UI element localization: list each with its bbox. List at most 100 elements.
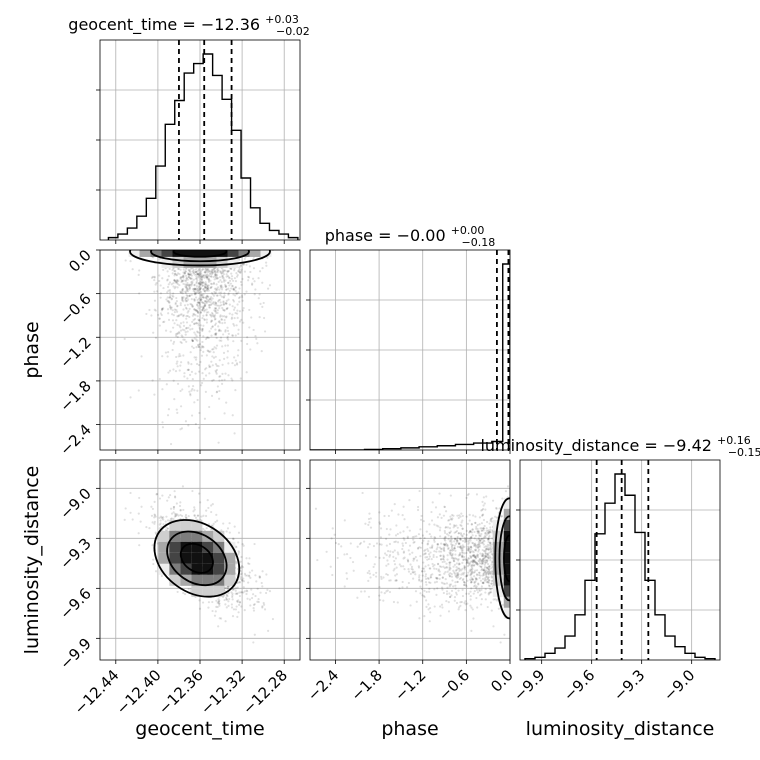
scatter-point (202, 324, 205, 327)
scatter-point (187, 284, 191, 287)
scatter-point (185, 327, 188, 330)
scatter-point (196, 298, 199, 302)
scatter-point (367, 523, 370, 526)
scatter-point (475, 596, 478, 600)
scatter-point (227, 269, 230, 273)
scatter-point (184, 280, 187, 283)
scatter-point (443, 566, 446, 570)
scatter-point (449, 549, 452, 552)
scatter-point (256, 342, 259, 345)
scatter-point (477, 548, 481, 551)
scatter-point (184, 330, 187, 334)
scatter-point (199, 360, 202, 364)
scatter-point (418, 546, 421, 549)
scatter-point (429, 546, 432, 549)
scatter-point (391, 551, 395, 554)
scatter-point (154, 515, 157, 518)
scatter-point (152, 562, 155, 566)
scatter-point (201, 340, 204, 344)
contour-3 (172, 250, 228, 258)
scatter-point (193, 273, 196, 276)
scatter-point (424, 575, 427, 578)
scatter-point (471, 554, 474, 558)
scatter-point (234, 589, 237, 592)
scatter-point (258, 576, 262, 579)
scatter-point (215, 291, 218, 294)
scatter-point (463, 568, 466, 571)
scatter-point (385, 590, 388, 593)
scatter-point (225, 401, 228, 404)
scatter-point (224, 344, 227, 347)
scatter-point (210, 285, 213, 288)
scatter-point (463, 540, 467, 544)
scatter-point (444, 526, 447, 529)
scatter-point (459, 546, 463, 549)
scatter-point (216, 601, 219, 604)
scatter-point (171, 268, 174, 272)
scatter-point (181, 297, 184, 300)
scatter-point (477, 559, 480, 562)
scatter-point (482, 496, 485, 499)
scatter-point (253, 542, 256, 546)
scatter-point (227, 281, 230, 284)
scatter-point (450, 589, 454, 592)
scatter-point (213, 316, 216, 319)
scatter-point (333, 533, 336, 536)
scatter-point (481, 558, 484, 561)
scatter-point (200, 345, 204, 348)
scatter-point (255, 580, 258, 583)
scatter-point (182, 282, 185, 285)
scatter-point (168, 304, 172, 307)
scatter-point (465, 533, 468, 536)
scatter-point (189, 302, 192, 306)
scatter-point (179, 501, 182, 504)
scatter-point (474, 557, 477, 560)
scatter-point (230, 272, 233, 275)
scatter-point (228, 597, 231, 601)
scatter-point (460, 573, 463, 576)
scatter-point (179, 326, 182, 329)
scatter-point (191, 377, 194, 381)
scatter-point (211, 271, 215, 274)
scatter-point (211, 270, 214, 273)
scatter-point (489, 601, 493, 604)
scatter-point (482, 537, 485, 540)
panel-geocent_time-luminosity_distance (96, 459, 301, 664)
scatter-point (197, 276, 200, 279)
scatter-point (481, 540, 484, 544)
scatter-point (218, 276, 222, 279)
scatter-point (179, 508, 182, 512)
scatter-point (188, 269, 191, 272)
scatter-point (454, 575, 458, 579)
scatter-point (458, 569, 461, 573)
scatter-point (184, 291, 188, 294)
scatter-point (201, 284, 205, 287)
scatter-point (423, 615, 426, 618)
scatter-point (465, 592, 468, 595)
scatter-point (378, 521, 381, 524)
scatter-point (238, 300, 241, 303)
scatter-point (459, 546, 462, 549)
scatter-point (206, 284, 209, 288)
scatter-point (449, 572, 452, 575)
scatter-point (474, 521, 477, 525)
scatter-point (235, 592, 239, 595)
scatter-point (206, 295, 209, 298)
scatter-point (153, 299, 157, 302)
scatter-point (204, 286, 208, 289)
scatter-point (213, 323, 217, 327)
scatter-point (150, 276, 154, 279)
scatter-point (189, 277, 192, 280)
scatter-point (199, 324, 202, 327)
scatter-point (198, 288, 202, 291)
scatter-point (220, 295, 223, 298)
scatter-point (184, 297, 187, 300)
scatter-point (481, 560, 484, 563)
scatter-point (464, 538, 467, 542)
scatter-point (166, 527, 169, 530)
scatter-point (410, 567, 413, 570)
scatter-point (194, 293, 197, 296)
scatter-point (215, 294, 218, 297)
scatter-point (232, 308, 236, 311)
scatter-point (482, 543, 485, 546)
